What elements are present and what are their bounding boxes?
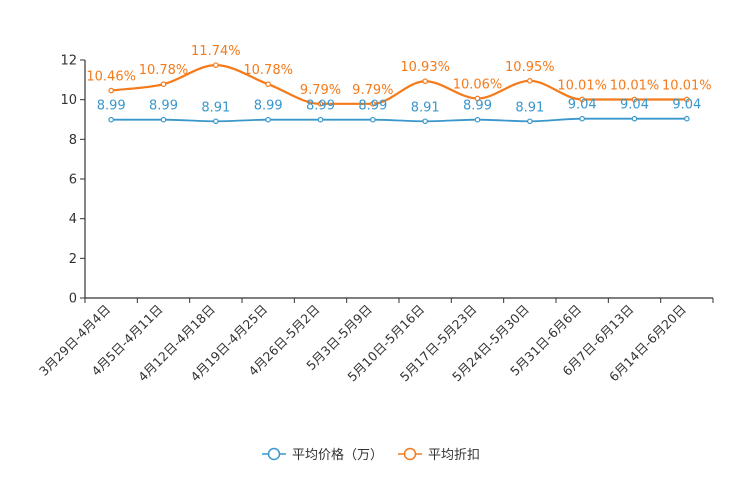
series-0-data-label: 9.04 <box>568 98 597 113</box>
series-1-data-label: 10.78% <box>243 63 293 78</box>
legend-label: 平均价格（万） <box>292 447 383 463</box>
series-1-data-label: 10.06% <box>453 77 503 92</box>
y-tick-label: 0 <box>69 292 77 307</box>
series-0-point[interactable] <box>317 116 324 123</box>
series-0-point[interactable] <box>474 116 481 123</box>
series-0-data-label: 8.91 <box>411 100 440 115</box>
legend-swatch-marker <box>403 447 417 461</box>
series-0-data-label: 9.04 <box>672 98 701 113</box>
series-0-data-label: 8.99 <box>463 99 492 114</box>
series-1-point[interactable] <box>474 95 481 102</box>
series-1-point[interactable] <box>265 81 271 87</box>
series-1-data-label: 10.95% <box>505 60 555 75</box>
series-1-data-label: 9.79% <box>300 83 341 98</box>
series-1-data-label: 10.78% <box>139 63 189 78</box>
legend-item-0[interactable]: 平均价格（万） <box>262 447 383 463</box>
series-0-point[interactable] <box>265 116 271 123</box>
series-1-data-label: 10.01% <box>557 78 607 93</box>
series-1-point[interactable] <box>317 101 324 107</box>
legend-swatch-marker <box>267 447 281 461</box>
series-0-point[interactable] <box>579 115 585 122</box>
series-line-1 <box>111 64 687 105</box>
series-1-point[interactable] <box>579 96 585 103</box>
legend: 平均价格（万） 平均折扣 <box>262 447 480 463</box>
series-0-point[interactable] <box>213 118 219 125</box>
series-1-point[interactable] <box>527 78 533 84</box>
y-tick-label: 12 <box>60 54 77 69</box>
series-0-data-label: 8.99 <box>97 99 126 114</box>
series-0-data-label: 8.99 <box>306 99 335 114</box>
series-line-0 <box>111 117 687 123</box>
series-1-point[interactable] <box>422 78 428 85</box>
series-0-point[interactable] <box>684 115 690 122</box>
y-tick-label: 4 <box>69 212 77 227</box>
series-0-point[interactable] <box>527 118 533 125</box>
series-0-point[interactable] <box>370 116 376 123</box>
y-tick-label: 6 <box>69 173 77 188</box>
series-0-point[interactable] <box>108 116 114 123</box>
series-1-point[interactable] <box>213 62 219 68</box>
series-1-point[interactable] <box>160 81 167 87</box>
series-1-data-label: 10.46% <box>86 70 136 85</box>
series-1-point[interactable] <box>370 101 376 107</box>
y-tick-label: 2 <box>69 252 77 267</box>
series-0-point[interactable] <box>160 116 167 123</box>
data-labels: 8.99 8.99 8.91 8.99 8.99 8.99 8.91 8.99 8.91 9.04… <box>86 44 711 115</box>
series-0-data-label: 8.91 <box>201 100 230 115</box>
series-1-data-label: 9.79% <box>352 83 393 98</box>
series-lines <box>108 62 690 125</box>
series-1-point[interactable] <box>684 96 690 103</box>
series-1-data-label: 10.01% <box>662 78 712 93</box>
series-0-point[interactable] <box>422 118 428 125</box>
series-1-data-label: 11.74% <box>191 44 241 59</box>
series-0-data-label: 8.99 <box>149 99 178 114</box>
series-0-data-label: 8.99 <box>358 99 387 114</box>
series-1-point[interactable] <box>631 96 638 103</box>
series-0-data-label: 8.99 <box>254 99 283 114</box>
series-1-point[interactable] <box>108 87 114 94</box>
series-0-data-label: 9.04 <box>620 98 649 113</box>
y-tick-label: 10 <box>60 93 77 108</box>
legend-label: 平均折扣 <box>428 448 480 463</box>
series-1-data-label: 10.93% <box>400 60 450 75</box>
y-tick-label: 8 <box>69 133 77 148</box>
series-0-point[interactable] <box>631 115 638 122</box>
series-0-data-label: 8.91 <box>515 100 544 115</box>
series-1-data-label: 10.01% <box>610 78 660 93</box>
legend-item-1[interactable]: 平均折扣 <box>398 447 480 463</box>
